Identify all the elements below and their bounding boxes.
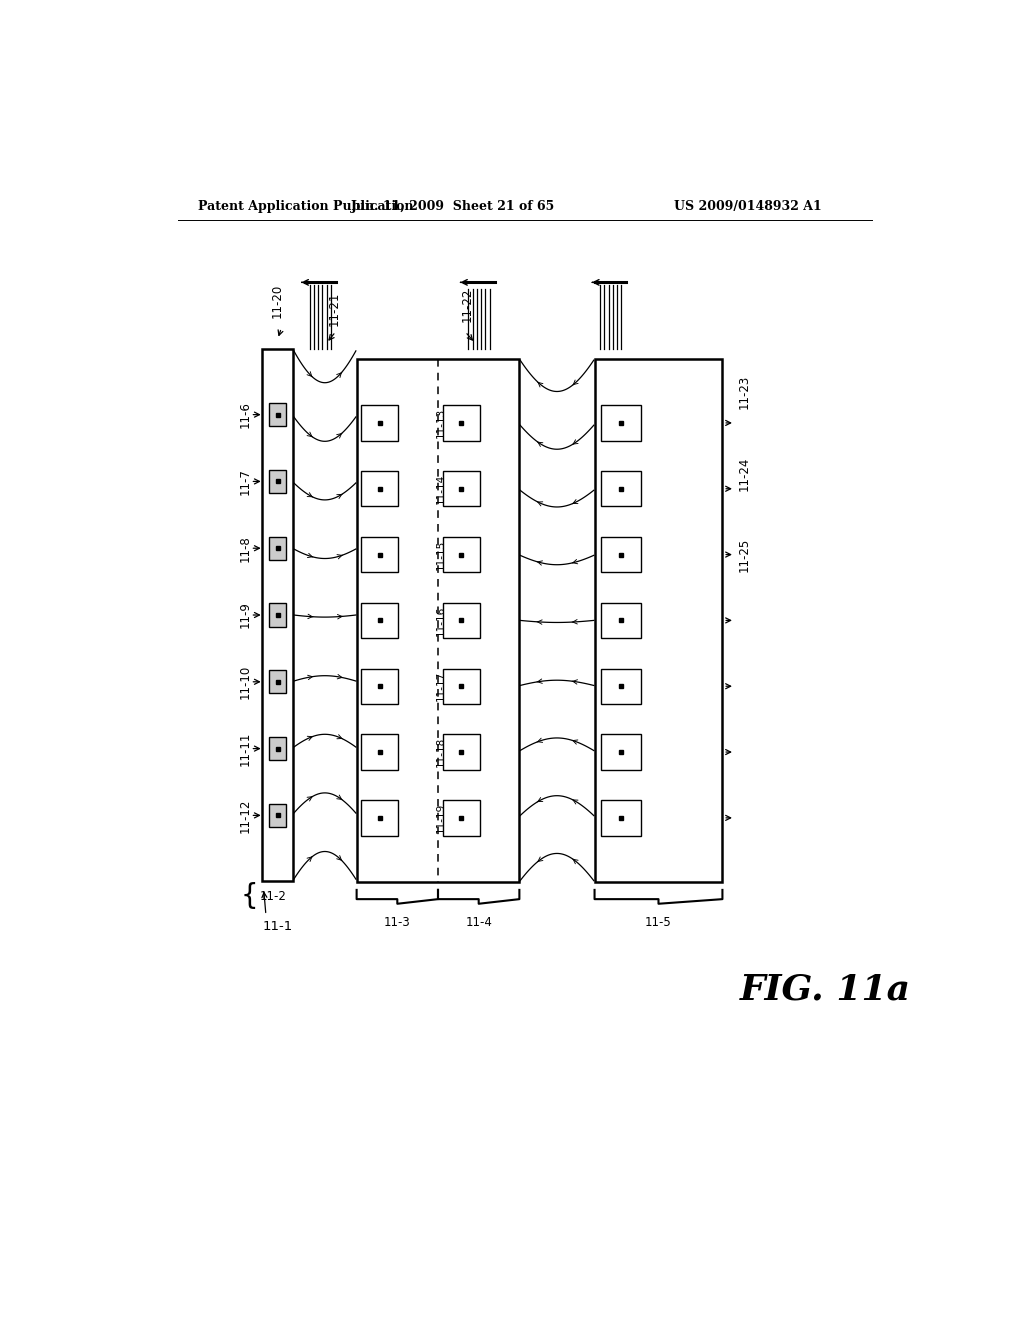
Text: 11-20: 11-20 xyxy=(271,284,284,318)
Bar xyxy=(442,800,480,836)
Bar xyxy=(601,537,641,573)
Bar xyxy=(442,734,480,770)
Text: 11-8: 11-8 xyxy=(239,535,252,561)
Bar xyxy=(361,405,398,441)
Text: {: { xyxy=(241,882,258,909)
Text: 11-12: 11-12 xyxy=(239,799,252,833)
Bar xyxy=(442,603,480,638)
Bar xyxy=(269,671,286,693)
Text: Patent Application Publication: Patent Application Publication xyxy=(198,199,414,213)
Text: 11-10: 11-10 xyxy=(239,665,252,698)
Bar xyxy=(269,737,286,760)
Text: 11-2: 11-2 xyxy=(260,890,287,903)
Bar xyxy=(601,734,641,770)
Text: 11-16: 11-16 xyxy=(435,606,445,635)
Bar xyxy=(269,470,286,492)
Bar xyxy=(361,800,398,836)
Text: 11-6: 11-6 xyxy=(239,401,252,428)
Text: 11-15: 11-15 xyxy=(435,540,445,570)
Text: 11-13: 11-13 xyxy=(435,408,445,438)
Bar xyxy=(442,537,480,573)
Text: 11-4: 11-4 xyxy=(465,916,493,929)
Bar xyxy=(601,800,641,836)
Text: 11-23: 11-23 xyxy=(738,375,751,409)
Bar xyxy=(361,734,398,770)
Bar xyxy=(601,405,641,441)
Text: 11-1: 11-1 xyxy=(262,920,293,933)
Text: 11-3: 11-3 xyxy=(384,916,411,929)
Text: 11-19: 11-19 xyxy=(435,803,445,833)
Bar xyxy=(601,603,641,638)
Text: 11-24: 11-24 xyxy=(738,457,751,491)
Text: FIG. 11a: FIG. 11a xyxy=(740,973,911,1007)
Bar xyxy=(361,668,398,704)
Bar xyxy=(361,537,398,573)
Bar xyxy=(269,403,286,426)
Bar xyxy=(595,359,722,882)
Text: 11-14: 11-14 xyxy=(435,474,445,504)
Bar xyxy=(601,471,641,507)
Bar xyxy=(442,405,480,441)
Text: US 2009/0148932 A1: US 2009/0148932 A1 xyxy=(674,199,822,213)
Text: 11-9: 11-9 xyxy=(239,602,252,628)
Text: 11-25: 11-25 xyxy=(738,537,751,572)
Bar xyxy=(269,804,286,826)
Text: 11-21: 11-21 xyxy=(328,292,341,326)
Text: 11-11: 11-11 xyxy=(239,731,252,766)
Bar xyxy=(442,471,480,507)
Bar xyxy=(361,603,398,638)
Text: Jun. 11, 2009  Sheet 21 of 65: Jun. 11, 2009 Sheet 21 of 65 xyxy=(351,199,556,213)
Text: 11-17: 11-17 xyxy=(435,671,445,701)
Text: 11-7: 11-7 xyxy=(239,469,252,495)
Text: 11-22: 11-22 xyxy=(461,288,474,322)
Bar xyxy=(361,471,398,507)
Text: 11-5: 11-5 xyxy=(645,916,672,929)
Bar xyxy=(262,350,293,880)
Bar xyxy=(356,359,519,882)
Bar xyxy=(269,537,286,560)
Text: 11-18: 11-18 xyxy=(435,737,445,767)
Bar xyxy=(442,668,480,704)
Bar xyxy=(269,603,286,627)
Bar xyxy=(601,668,641,704)
